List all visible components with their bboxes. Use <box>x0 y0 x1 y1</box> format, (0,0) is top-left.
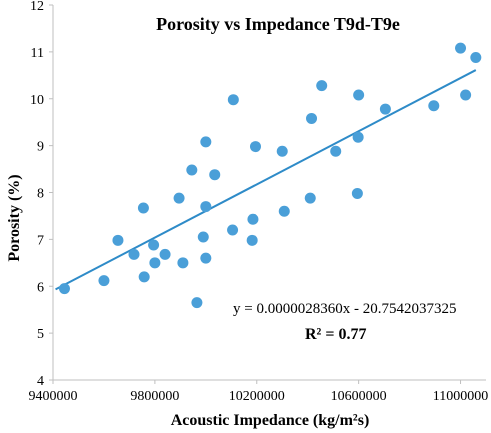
data-point <box>200 136 212 148</box>
data-point <box>209 169 221 181</box>
data-point <box>186 164 198 176</box>
data-point <box>351 187 363 199</box>
data-point <box>137 202 149 214</box>
x-tick-label: 10600000 <box>331 389 387 404</box>
trendline <box>55 69 477 291</box>
data-point <box>128 248 140 260</box>
data-point <box>58 283 70 295</box>
trendline-equation: y = 0.0000028360x - 20.7542037325 <box>233 301 456 317</box>
x-tick-label: 10200000 <box>229 389 285 404</box>
x-tick-label: 9800000 <box>130 389 179 404</box>
chart-title: Porosity vs Impedance T9d-T9e <box>156 14 400 34</box>
y-axis-title: Porosity (%) <box>6 174 23 261</box>
data-point <box>316 80 328 92</box>
data-point <box>470 52 482 63</box>
data-point <box>247 213 259 225</box>
data-point <box>428 100 440 112</box>
y-tick-label: 8 <box>37 187 44 202</box>
x-tick-label: 11000000 <box>433 389 488 404</box>
data-point <box>173 192 185 204</box>
y-tick-label: 11 <box>31 46 44 61</box>
data-point <box>200 252 212 264</box>
data-point <box>330 145 342 157</box>
data-point <box>304 192 316 204</box>
data-point <box>227 94 239 106</box>
y-tick-label: 9 <box>37 140 44 155</box>
trendline-group <box>55 69 477 291</box>
y-tick-label: 7 <box>37 233 44 248</box>
y-tick-label: 4 <box>37 374 44 389</box>
data-point <box>249 141 261 153</box>
axes <box>52 5 486 381</box>
data-point <box>112 234 124 246</box>
data-point <box>379 103 391 115</box>
data-point <box>200 201 212 213</box>
data-point <box>159 248 171 260</box>
data-point <box>278 205 290 217</box>
y-tick-label: 5 <box>37 327 44 342</box>
data-points <box>58 42 482 309</box>
x-tick-labels: 9400000 9800000 10200000 10600000 11000000 <box>29 380 488 404</box>
y-tick-label: 12 <box>30 0 44 14</box>
y-axis-title-group: Porosity (%) <box>6 174 23 261</box>
data-point <box>149 257 161 269</box>
x-tick-label: 9400000 <box>29 389 78 404</box>
y-tick-label: 10 <box>30 93 44 108</box>
data-point <box>306 112 318 124</box>
data-point <box>353 89 365 101</box>
data-point <box>455 42 467 54</box>
data-point <box>197 231 209 243</box>
data-point <box>191 297 203 309</box>
data-point <box>460 89 472 101</box>
data-point <box>227 224 239 236</box>
data-point <box>98 275 110 287</box>
data-point <box>276 145 288 157</box>
r-squared-label: R² = 0.77 <box>305 326 366 343</box>
y-tick-labels: 4 5 6 7 8 9 10 11 12 <box>30 0 53 389</box>
data-point <box>246 234 258 246</box>
y-tick-label: 6 <box>37 280 44 295</box>
data-point <box>177 257 189 269</box>
x-axis-title: Acoustic Impedance (kg/m²s) <box>171 412 370 429</box>
data-point <box>352 131 364 143</box>
data-point <box>148 239 160 251</box>
data-point <box>138 271 150 283</box>
